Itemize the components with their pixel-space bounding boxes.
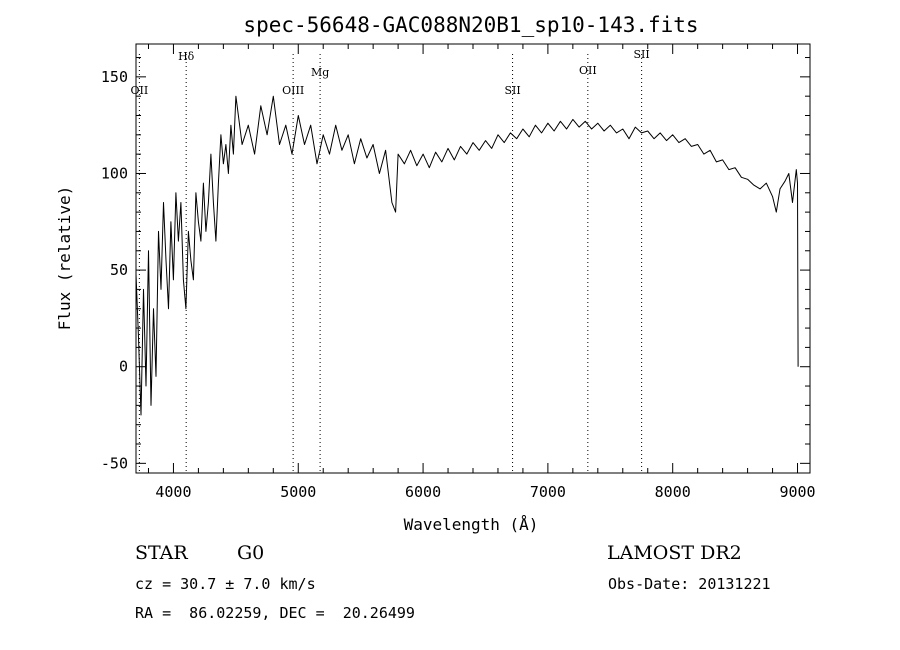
y-tick-label: 150: [101, 68, 128, 86]
object-class: STAR: [135, 542, 188, 564]
x-axis-label: Wavelength (Å): [404, 515, 539, 534]
spectral-line-markers: OII Hδ OIII Mg SII OII SII: [131, 48, 650, 473]
observation-date: Obs-Date: 20131221: [608, 575, 771, 593]
spectrum-line: [135, 95, 799, 416]
line-marker-label: OII: [131, 84, 149, 97]
coordinates: RA = 86.02259, DEC = 20.26499: [135, 604, 415, 622]
x-tick-label: 7000: [530, 483, 566, 501]
line-marker-label: OIII: [282, 84, 304, 97]
line-marker-label: Mg: [311, 66, 329, 79]
y-tick-label: 0: [119, 358, 128, 376]
x-tick-label: 8000: [655, 483, 691, 501]
line-marker-label: SII: [634, 48, 650, 61]
plot-axes: 4000 5000 6000 7000 8000 9000 -50 0 50 100 150: [101, 43, 816, 501]
survey-name: LAMOST DR2: [607, 542, 742, 564]
chart-title: spec-56648-GAC088N20B1_sp10-143.fits: [243, 13, 698, 37]
line-marker-label: Hδ: [178, 50, 195, 63]
x-tick-label: 5000: [280, 483, 316, 501]
redshift-velocity: cz = 30.7 ± 7.0 km/s: [135, 575, 316, 593]
x-tick-label: 4000: [155, 483, 191, 501]
x-tick-label: 9000: [779, 483, 815, 501]
x-tick-label: 6000: [405, 483, 441, 501]
y-tick-label: -50: [101, 454, 128, 472]
y-axis-label: Flux (relative): [55, 186, 74, 331]
spectrum-series: [135, 95, 799, 416]
object-subclass: G0: [237, 542, 265, 564]
line-marker-label: OII: [579, 64, 597, 77]
y-tick-label: 50: [110, 261, 128, 279]
line-marker-label: SII: [504, 84, 520, 97]
y-tick-label: 100: [101, 164, 128, 182]
